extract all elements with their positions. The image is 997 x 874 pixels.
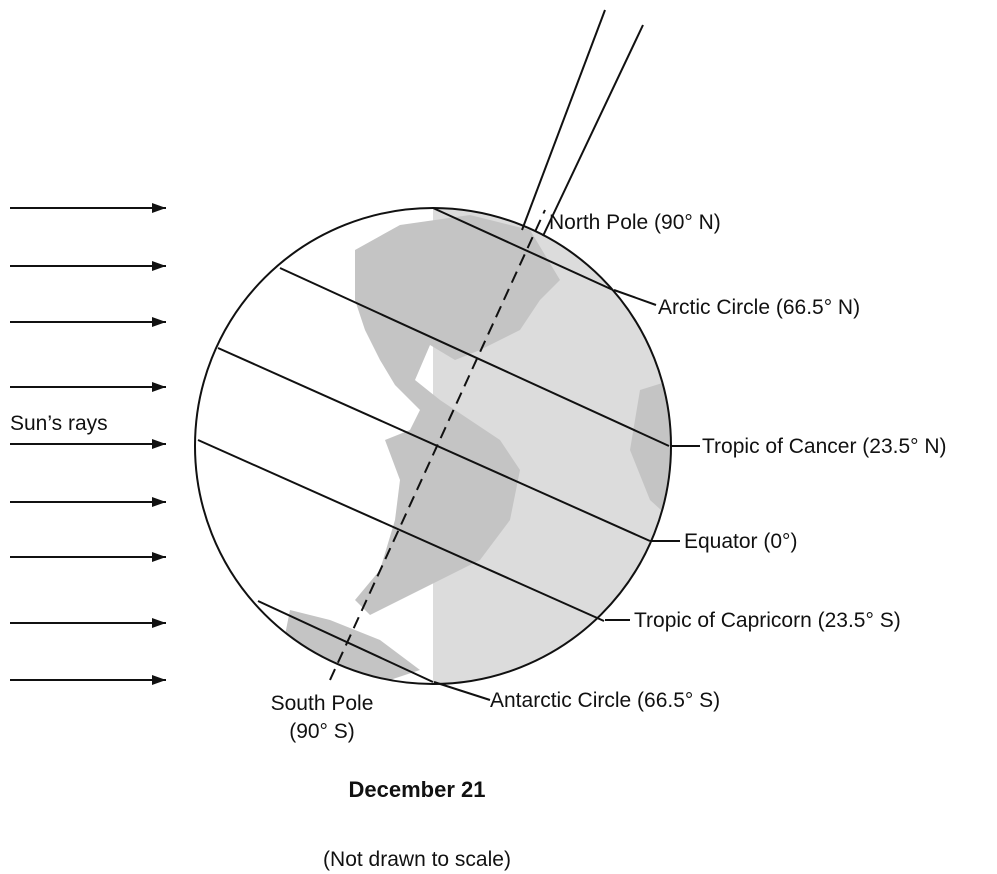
label: Tropic of Capricorn (23.5° S) [634,609,901,632]
label: Antarctic Circle (66.5° S) [490,689,720,712]
axis-extension [521,9,606,231]
globe-fill [280,208,671,684]
latitude-lines [197,207,670,683]
label: Sun’s rays [10,412,108,435]
label: Equator (0°) [684,530,797,553]
axis [329,209,546,681]
label: Tropic of Cancer (23.5° N) [702,435,947,458]
note: (Not drawn to scale) [323,848,511,871]
sun-rays-arrows [10,203,166,685]
label: South Pole [271,692,374,715]
caption: December 21 [349,777,486,802]
leader-lines [433,289,700,701]
label: North Pole (90° N) [549,211,721,234]
axis-extension [542,24,644,237]
label: (90° S) [289,720,355,743]
label: Arctic Circle (66.5° N) [658,296,860,319]
